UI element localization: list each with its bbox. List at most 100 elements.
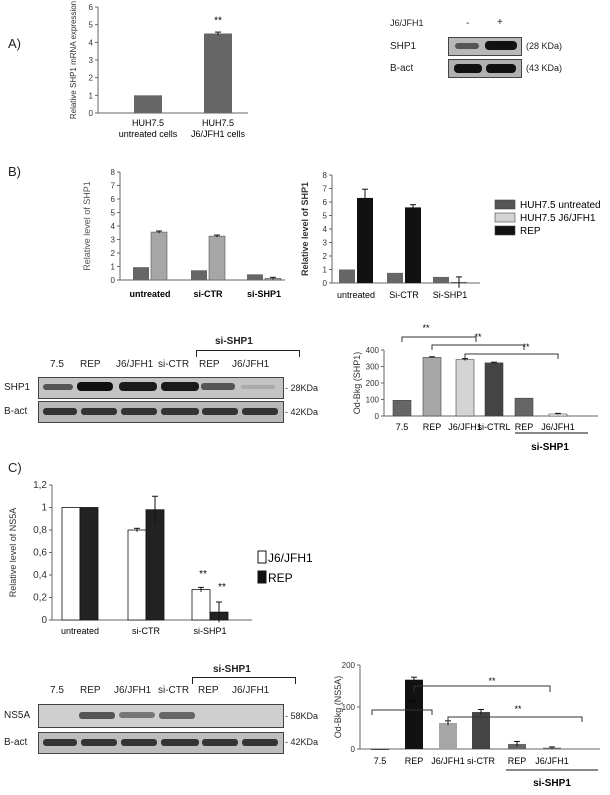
significance-bracket bbox=[464, 353, 559, 359]
group-label: si-SHP1 bbox=[531, 442, 569, 453]
significance-bracket bbox=[401, 336, 477, 342]
y-tick-label: 0 bbox=[111, 276, 116, 285]
x-tick-label: Si-CTR bbox=[389, 290, 419, 300]
y-axis-label: Relative level of SHP1 bbox=[82, 181, 92, 271]
panel-a-label: A) bbox=[8, 36, 21, 51]
band bbox=[242, 739, 278, 746]
x-tick-label: J6/JFH1 bbox=[448, 422, 482, 432]
band bbox=[485, 41, 517, 50]
significance-marker: ** bbox=[474, 332, 482, 342]
x-tick-label: si-CTR bbox=[132, 626, 160, 636]
blot-a-row-label-shp1: SHP1 bbox=[390, 41, 417, 52]
y-tick-label: 5 bbox=[323, 212, 328, 221]
band bbox=[43, 384, 73, 390]
panel-a-chart: 0 1 2 3 4 5 6 Relative SHP1 mRNA expression HUH7… bbox=[69, 1, 248, 139]
blot-b: si-SHP1 7.5 REP J6/JFH1 si-CTR REP J6/JF… bbox=[0, 330, 330, 430]
legend-label: REP bbox=[268, 571, 293, 585]
y-axis-label: Relative level of NS5A bbox=[8, 508, 18, 598]
x-tick-label: si-SHP1 bbox=[193, 626, 226, 636]
legend-swatch bbox=[494, 212, 516, 223]
x-tick-label: HUH7.5 bbox=[132, 118, 164, 128]
y-tick-label: 200 bbox=[342, 661, 356, 670]
y-tick-label: 300 bbox=[366, 363, 380, 372]
significance-marker: ** bbox=[514, 704, 522, 714]
legend-swatch bbox=[257, 550, 267, 564]
band bbox=[81, 408, 117, 415]
legend-label: HUH7.5 untreated bbox=[520, 200, 601, 211]
band bbox=[43, 408, 77, 415]
y-tick-label: 100 bbox=[342, 703, 356, 712]
significance-marker: ** bbox=[422, 323, 430, 333]
y-tick-label: 1 bbox=[111, 263, 116, 272]
blot-c-lane-1: 7.5 bbox=[50, 685, 64, 696]
y-tick-label: 4 bbox=[111, 222, 116, 231]
blot-c-strip-bact bbox=[38, 732, 284, 754]
y-tick-label: 2 bbox=[323, 252, 328, 261]
y-axis-label: Od-Bkg (NS5A) bbox=[333, 676, 343, 739]
legend-label: REP bbox=[520, 226, 541, 237]
blot-c-size-ns5a: - 58KDa bbox=[285, 711, 319, 721]
y-tick-label: 0 bbox=[41, 615, 47, 626]
y-axis-label: Relative level of SHP1 bbox=[300, 182, 310, 276]
y-tick-label: 0 bbox=[323, 279, 328, 288]
blot-b-lane-6: J6/JFH1 bbox=[232, 359, 270, 370]
significance-marker: ** bbox=[522, 342, 530, 352]
y-tick-label: 6 bbox=[111, 195, 116, 204]
x-tick-label: Si-SHP1 bbox=[433, 290, 468, 300]
x-tick-label: 7.5 bbox=[374, 756, 387, 766]
significance-bracket bbox=[431, 344, 525, 350]
blot-c-lane-5: REP bbox=[198, 685, 219, 696]
legend-label: J6/JFH1 bbox=[268, 551, 313, 565]
blot-c-row-label-bact: B-act bbox=[4, 737, 28, 748]
bar bbox=[387, 272, 403, 283]
y-tick-label: 0 bbox=[375, 412, 380, 421]
legend-swatch bbox=[494, 199, 516, 210]
significance-bracket bbox=[447, 716, 583, 722]
blot-b-lane-5: REP bbox=[199, 359, 220, 370]
blot-b-group-bracket bbox=[196, 350, 300, 357]
y-tick-label: 3 bbox=[89, 56, 94, 65]
blot-b-size-bact: - 42KDa bbox=[285, 407, 319, 417]
blot-a-lane-plus: + bbox=[497, 17, 503, 28]
y-tick-label: 200 bbox=[366, 379, 380, 388]
blot-c-row-label-ns5a: NS5A bbox=[4, 710, 31, 721]
band bbox=[201, 383, 235, 390]
y-tick-label: 3 bbox=[111, 236, 116, 245]
blot-a-strip-shp1 bbox=[448, 37, 522, 56]
blot-b-lane-2: REP bbox=[80, 359, 101, 370]
bar bbox=[392, 400, 412, 417]
legend-swatch bbox=[257, 570, 267, 584]
y-tick-label: 0,6 bbox=[33, 548, 47, 559]
bar bbox=[514, 397, 534, 417]
bar bbox=[439, 722, 457, 749]
blot-c-lane-3: J6/JFH1 bbox=[114, 685, 152, 696]
panel-b-right-chart: 0 1 2 3 4 5 6 7 8 Relative level of SHP1 untreated… bbox=[300, 171, 601, 300]
x-tick-label: si-SHP1 bbox=[247, 289, 281, 299]
y-tick-label: 6 bbox=[89, 3, 94, 12]
x-tick-label: untreated bbox=[61, 626, 99, 636]
bar bbox=[371, 749, 389, 750]
y-tick-label: 5 bbox=[89, 21, 94, 30]
band bbox=[202, 408, 238, 415]
bar bbox=[133, 267, 149, 280]
bar bbox=[405, 679, 423, 749]
x-tick-label: J6/JFH1 bbox=[541, 422, 575, 432]
y-tick-label: 7 bbox=[323, 185, 328, 194]
blot-c-size-bact: - 42KDa bbox=[285, 737, 319, 747]
bar bbox=[472, 712, 490, 749]
band bbox=[119, 382, 157, 391]
band bbox=[119, 712, 155, 718]
significance-marker: ** bbox=[199, 569, 207, 580]
panel-b-left-chart: 0 1 2 3 4 5 6 7 8 Relative level of SHP1 untreated… bbox=[82, 168, 285, 299]
x-tick-label: untreated bbox=[337, 290, 375, 300]
band bbox=[79, 712, 115, 719]
band bbox=[161, 739, 199, 746]
significance-bracket bbox=[371, 709, 433, 715]
blot-b-size-shp1: - 28KDa bbox=[285, 383, 319, 393]
band bbox=[77, 382, 113, 391]
x-tick-label: REP bbox=[405, 756, 424, 766]
x-tick-label: REP bbox=[423, 422, 442, 432]
blot-a-row-label-bact: B-act bbox=[390, 63, 414, 74]
band bbox=[159, 712, 195, 719]
